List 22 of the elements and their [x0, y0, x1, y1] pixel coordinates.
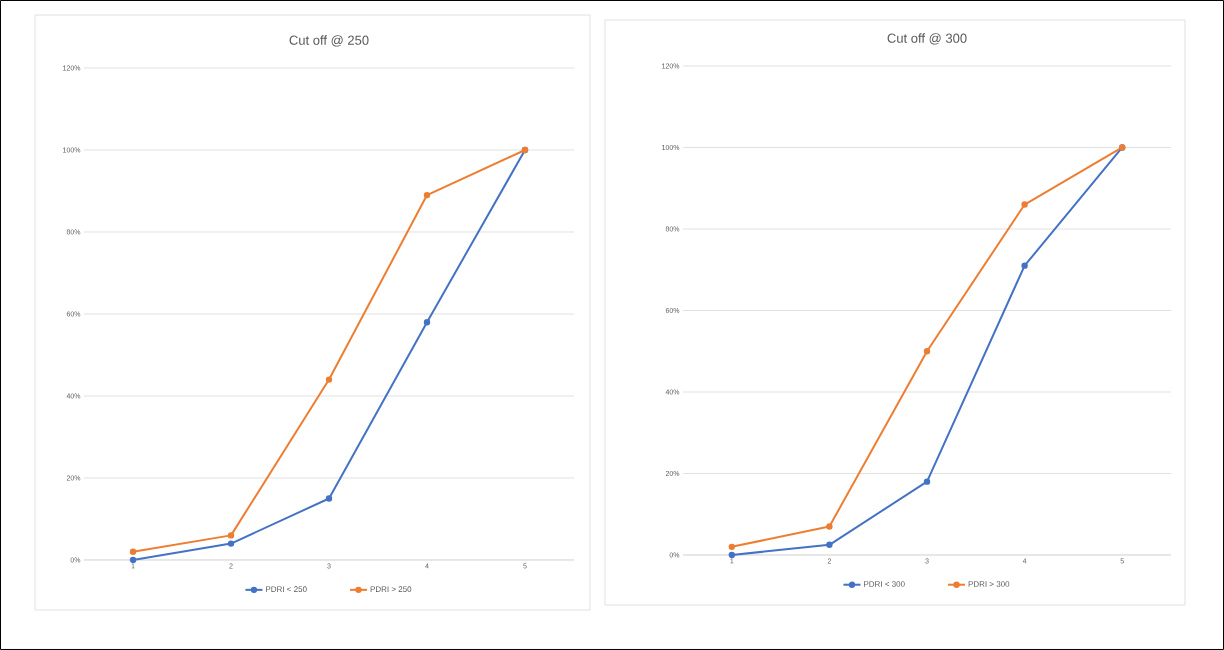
chart-title: Cut off @ 300 [887, 33, 967, 45]
point [129, 556, 137, 564]
point [923, 348, 931, 355]
point [826, 523, 833, 530]
legend-label: PDRI < 300 [864, 581, 905, 587]
point [325, 495, 333, 502]
point [1021, 262, 1028, 269]
point [325, 376, 333, 383]
legend-label: PDRI < 250 [266, 586, 307, 592]
point [129, 548, 137, 555]
point [826, 541, 833, 548]
point [728, 543, 736, 551]
point [923, 478, 931, 485]
point [423, 191, 431, 199]
point [423, 318, 431, 326]
legend-label: PDRI > 250 [370, 586, 412, 592]
chart-title: Cut off @ 250 [289, 35, 369, 47]
legend-label: PDRI > 300 [968, 581, 1010, 587]
point [1021, 201, 1028, 208]
point [227, 532, 235, 539]
point [728, 551, 736, 559]
point [227, 540, 235, 547]
